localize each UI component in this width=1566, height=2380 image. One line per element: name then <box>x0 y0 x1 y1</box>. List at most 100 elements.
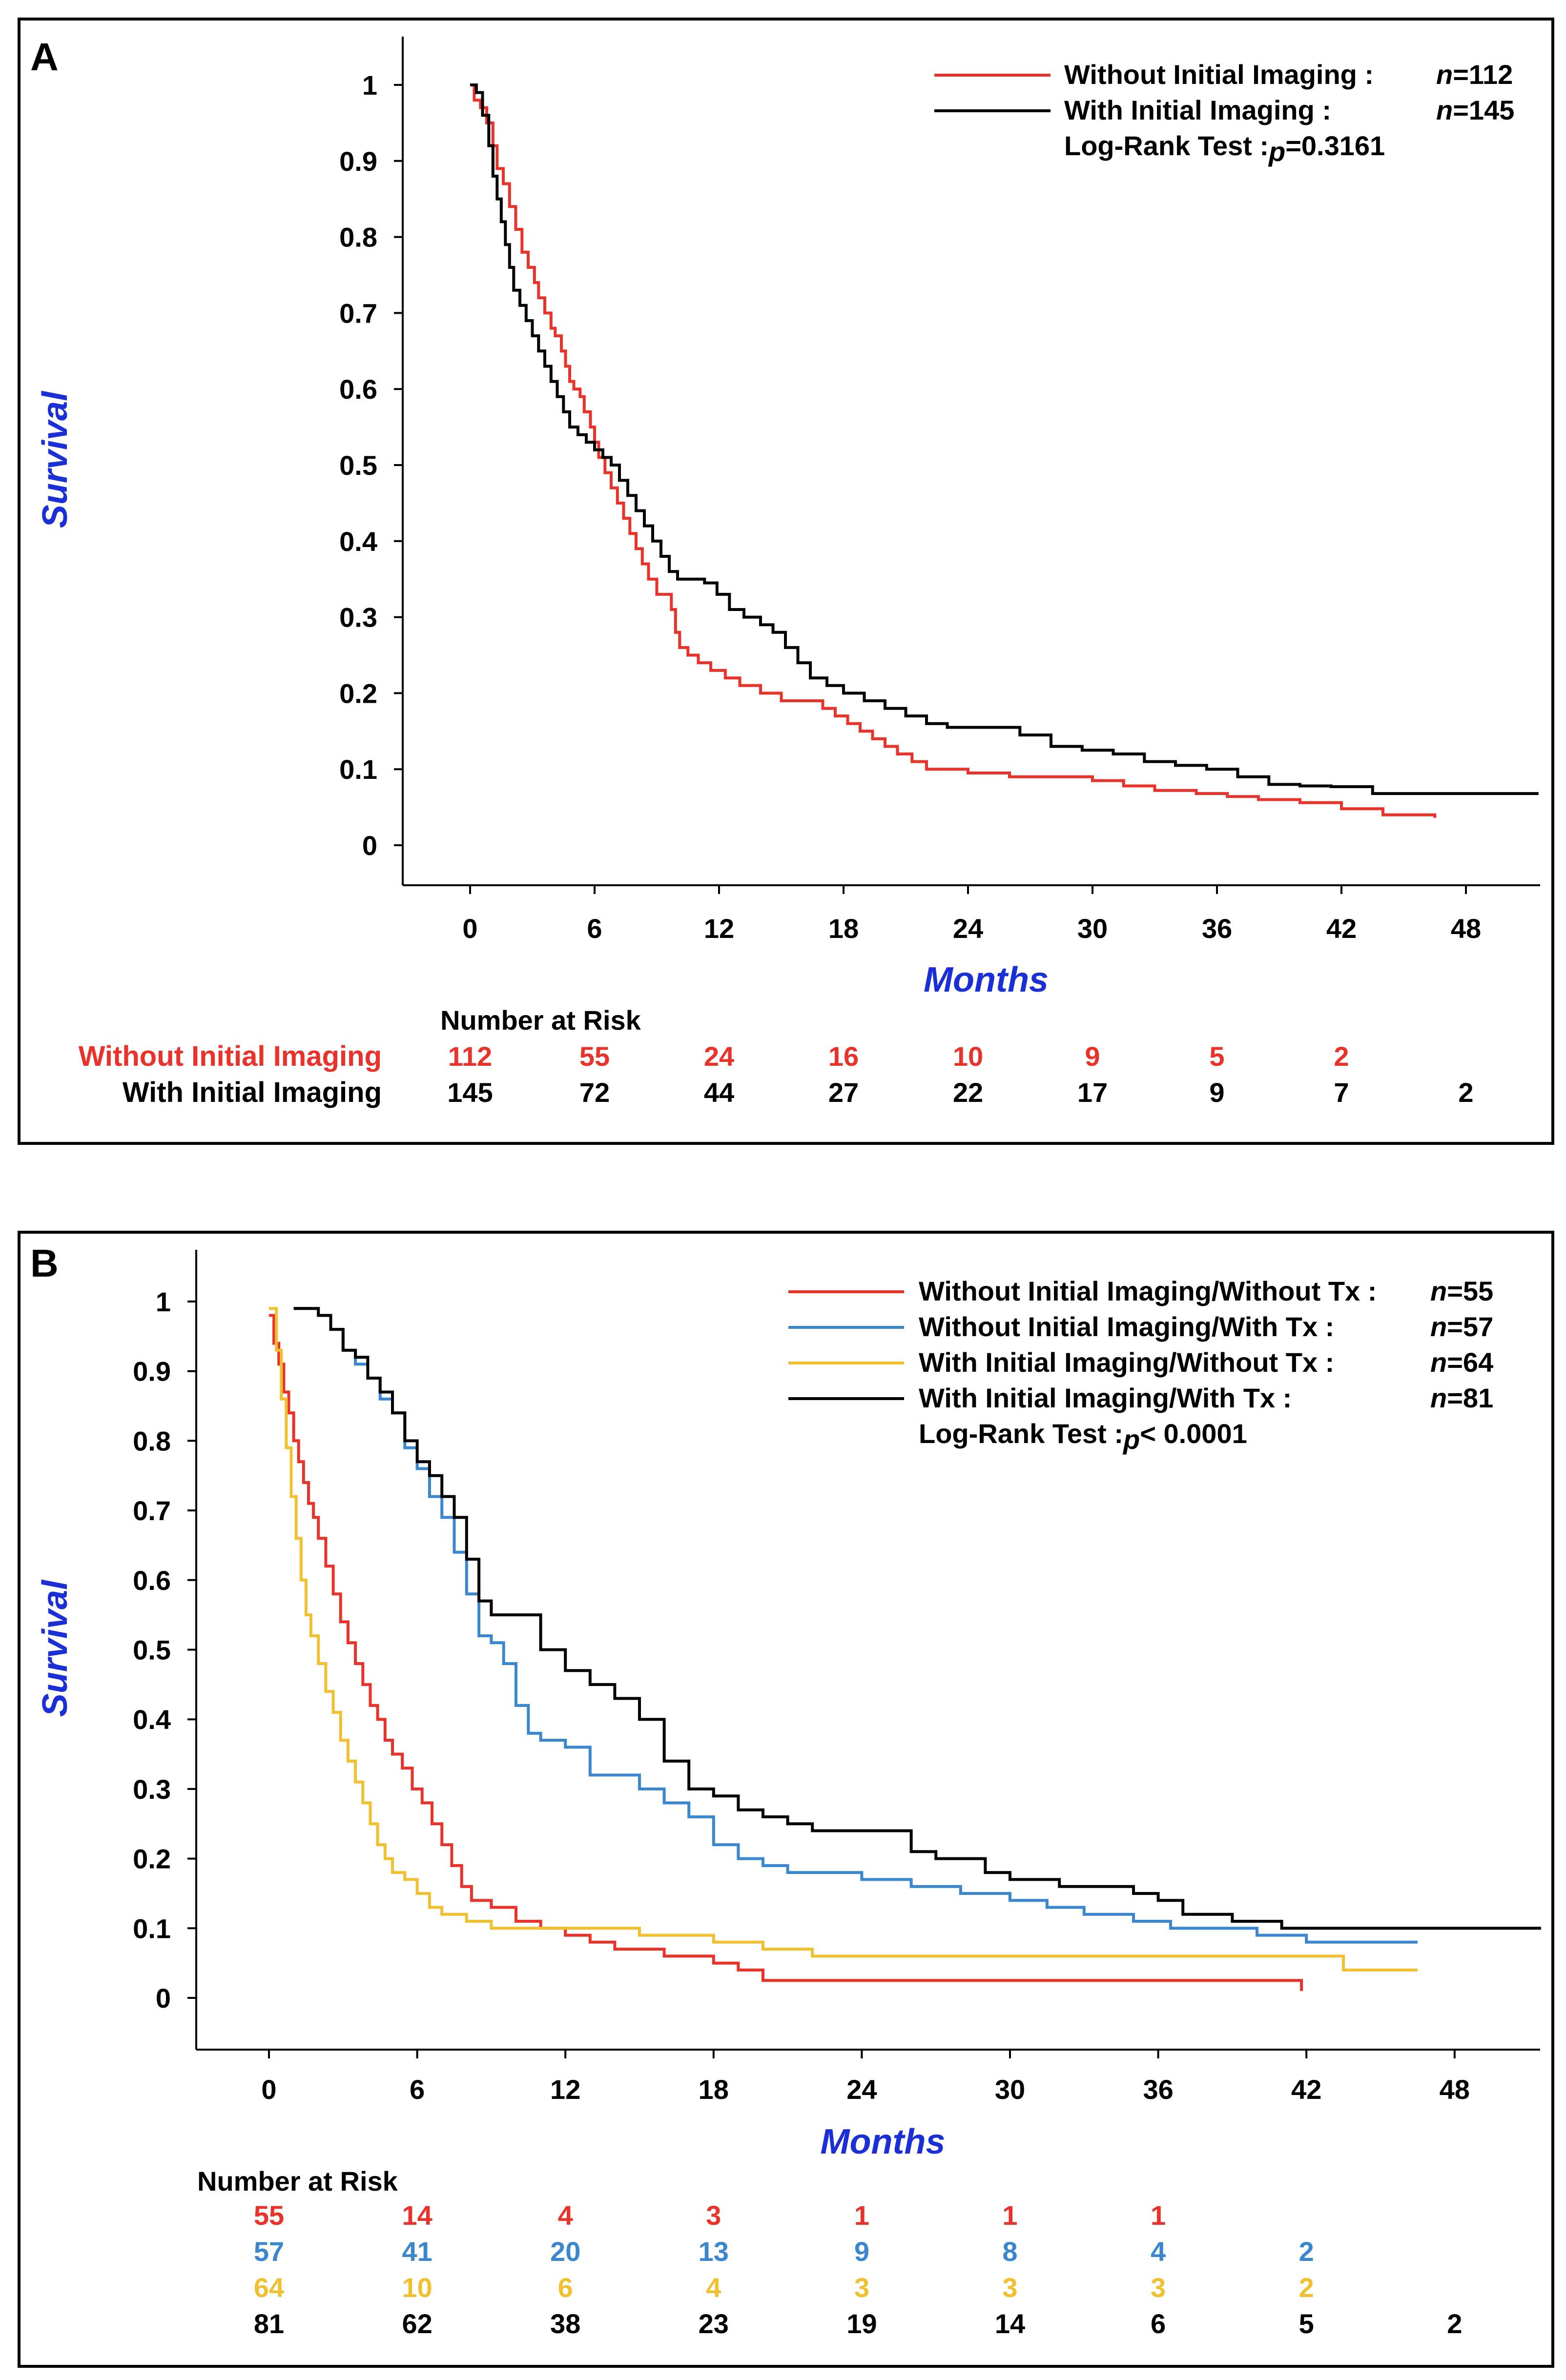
panel-b: B 0 0.1 0.2 0.3 0.4 0.5 0.6 0.7 0.8 0.9 1 0 6 12 18 24 30… <box>18 1231 1554 2368</box>
risk-value-b-1: 55 <box>254 2200 284 2231</box>
x-tick-label-a: 6 <box>587 913 602 944</box>
risk-value-a-1: 2 <box>1334 1041 1349 1072</box>
y-tick-label-a: 0.5 <box>339 450 377 481</box>
y-tick-label-a: 0.8 <box>339 222 377 253</box>
x-tick-label-a: 12 <box>704 913 734 944</box>
risk-value-b-3: 2 <box>1299 2272 1314 2303</box>
risk-value-b-4: 62 <box>402 2308 432 2339</box>
y-tick-label-b: 0.9 <box>133 1356 171 1387</box>
x-tick-label-b: 42 <box>1291 2074 1321 2105</box>
risk-value-b-4: 81 <box>254 2308 284 2339</box>
risk-value-a-2: 145 <box>447 1077 493 1108</box>
risk-value-a-1: 24 <box>704 1041 734 1072</box>
y-tick-label-b: 0.3 <box>133 1774 171 1805</box>
legend-n-b-1: n=55 <box>1430 1276 1493 1306</box>
x-tick-label-a: 0 <box>462 913 477 944</box>
y-tick-label-b: 0.2 <box>133 1844 171 1874</box>
risk-value-a-2: 7 <box>1334 1077 1349 1108</box>
y-tick-label-b: 0.4 <box>133 1704 171 1735</box>
legend-n-b-2: n=57 <box>1430 1311 1493 1342</box>
y-tick-label-b: 0.8 <box>133 1425 171 1456</box>
x-axis-title-a: Months <box>924 960 1049 999</box>
risk-value-b-3: 10 <box>402 2272 432 2303</box>
legend-label-a-1: Without Initial Imaging : <box>1064 59 1374 90</box>
risk-value-b-4: 5 <box>1299 2308 1314 2339</box>
y-tick-label-b: 0 <box>156 1983 171 2014</box>
legend-label-b-3: With Initial Imaging/Without Tx : <box>919 1347 1334 1378</box>
x-tick-label-b: 12 <box>550 2074 580 2105</box>
risk-value-b-2: 8 <box>1002 2236 1017 2267</box>
legend-n-a-1: n=112 <box>1436 59 1513 90</box>
series-line-a-2 <box>470 83 1539 795</box>
risk-value-a-1: 10 <box>953 1041 983 1072</box>
panel-letter-a: A <box>30 35 59 79</box>
risk-value-b-4: 6 <box>1151 2308 1166 2339</box>
legend-n-b-4: n=81 <box>1430 1383 1493 1413</box>
risk-value-a-1: 9 <box>1085 1041 1100 1072</box>
series-line-a-1 <box>470 83 1437 818</box>
risk-value-b-2: 2 <box>1299 2236 1314 2267</box>
risk-table-title-b: Number at Risk <box>197 2166 398 2197</box>
x-tick-label-b: 48 <box>1440 2074 1470 2105</box>
legend-label-a-2: With Initial Imaging : <box>1064 95 1331 125</box>
series-line-b-1 <box>269 1314 1303 1991</box>
chart-b-svg: B00.10.20.30.40.50.60.70.80.910 6 12 18 24 30… <box>30 1241 1541 2339</box>
x-tick-label-a: 48 <box>1451 913 1481 944</box>
risk-value-a-2: 27 <box>828 1077 859 1108</box>
risk-value-b-3: 3 <box>1002 2272 1017 2303</box>
risk-value-b-3: 3 <box>1151 2272 1166 2303</box>
y-axis-title-a: Survival <box>36 390 75 528</box>
risk-value-b-1: 14 <box>402 2200 432 2231</box>
panel-letter-b: B <box>30 1241 59 1285</box>
legend-logrank-b: Log-Rank Test :p< 0.0001 <box>919 1418 1247 1455</box>
risk-value-a-1: 5 <box>1209 1041 1224 1072</box>
y-axis-title-b: Survival <box>36 1579 75 1717</box>
risk-row-label-a-1: Without Initial Imaging <box>79 1040 382 1072</box>
y-tick-label-a: 0.2 <box>339 678 377 709</box>
risk-value-b-1: 1 <box>854 2200 869 2231</box>
x-tick-label-a: 42 <box>1326 913 1357 944</box>
risk-value-a-1: 16 <box>828 1041 859 1072</box>
risk-value-b-3: 6 <box>558 2272 573 2303</box>
risk-value-a-1: 55 <box>579 1041 610 1072</box>
risk-value-b-4: 14 <box>995 2308 1025 2339</box>
risk-value-b-1: 4 <box>558 2200 573 2231</box>
risk-value-a-2: 72 <box>579 1077 610 1108</box>
risk-value-b-2: 13 <box>699 2236 729 2267</box>
risk-value-a-2: 17 <box>1077 1077 1108 1108</box>
x-tick-label-a: 30 <box>1077 913 1108 944</box>
y-tick-label-a: 0.9 <box>339 146 377 177</box>
risk-value-b-2: 4 <box>1151 2236 1166 2267</box>
x-tick-label-b: 6 <box>410 2074 425 2105</box>
risk-value-b-1: 1 <box>1002 2200 1017 2231</box>
y-tick-label-b: 0.1 <box>133 1913 171 1944</box>
x-tick-label-b: 18 <box>699 2074 729 2105</box>
y-tick-label-a: 1 <box>362 70 377 101</box>
y-tick-label-a: 0.6 <box>339 374 377 405</box>
risk-value-b-1: 3 <box>706 2200 721 2231</box>
x-tick-label-a: 24 <box>953 913 983 944</box>
risk-value-b-2: 9 <box>854 2236 869 2267</box>
risk-value-b-2: 41 <box>402 2236 432 2267</box>
panel-a: A 0 0.1 0.2 0.3 0.4 0.5 0.6 0.7 0.8 0.9 1 0 6 12 18 24 30… <box>18 18 1554 1145</box>
legend-label-b-4: With Initial Imaging/With Tx : <box>919 1383 1292 1413</box>
legend-n-a-2: n=145 <box>1436 95 1514 125</box>
risk-value-b-1: 1 <box>1151 2200 1166 2231</box>
x-tick-label-b: 0 <box>261 2074 276 2105</box>
risk-value-a-2: 44 <box>704 1077 734 1108</box>
risk-row-label-a-2: With Initial Imaging <box>123 1077 382 1108</box>
y-tick-label-b: 0.7 <box>133 1495 171 1526</box>
y-tick-label-a: 0.1 <box>339 754 377 785</box>
legend-n-b-3: n=64 <box>1430 1347 1493 1378</box>
legend-label-b-1: Without Initial Imaging/Without Tx : <box>919 1276 1377 1306</box>
legend-label-b-2: Without Initial Imaging/With Tx : <box>919 1311 1334 1342</box>
y-tick-label-a: 0.4 <box>339 526 377 557</box>
x-tick-label-b: 36 <box>1143 2074 1173 2105</box>
risk-value-b-3: 64 <box>254 2272 284 2303</box>
risk-value-b-3: 3 <box>854 2272 869 2303</box>
risk-table-title-a: Number at Risk <box>440 1005 641 1036</box>
risk-value-b-2: 57 <box>254 2236 284 2267</box>
risk-value-b-3: 4 <box>706 2272 721 2303</box>
y-tick-label-a: 0 <box>362 830 377 861</box>
risk-value-a-2: 22 <box>953 1077 983 1108</box>
